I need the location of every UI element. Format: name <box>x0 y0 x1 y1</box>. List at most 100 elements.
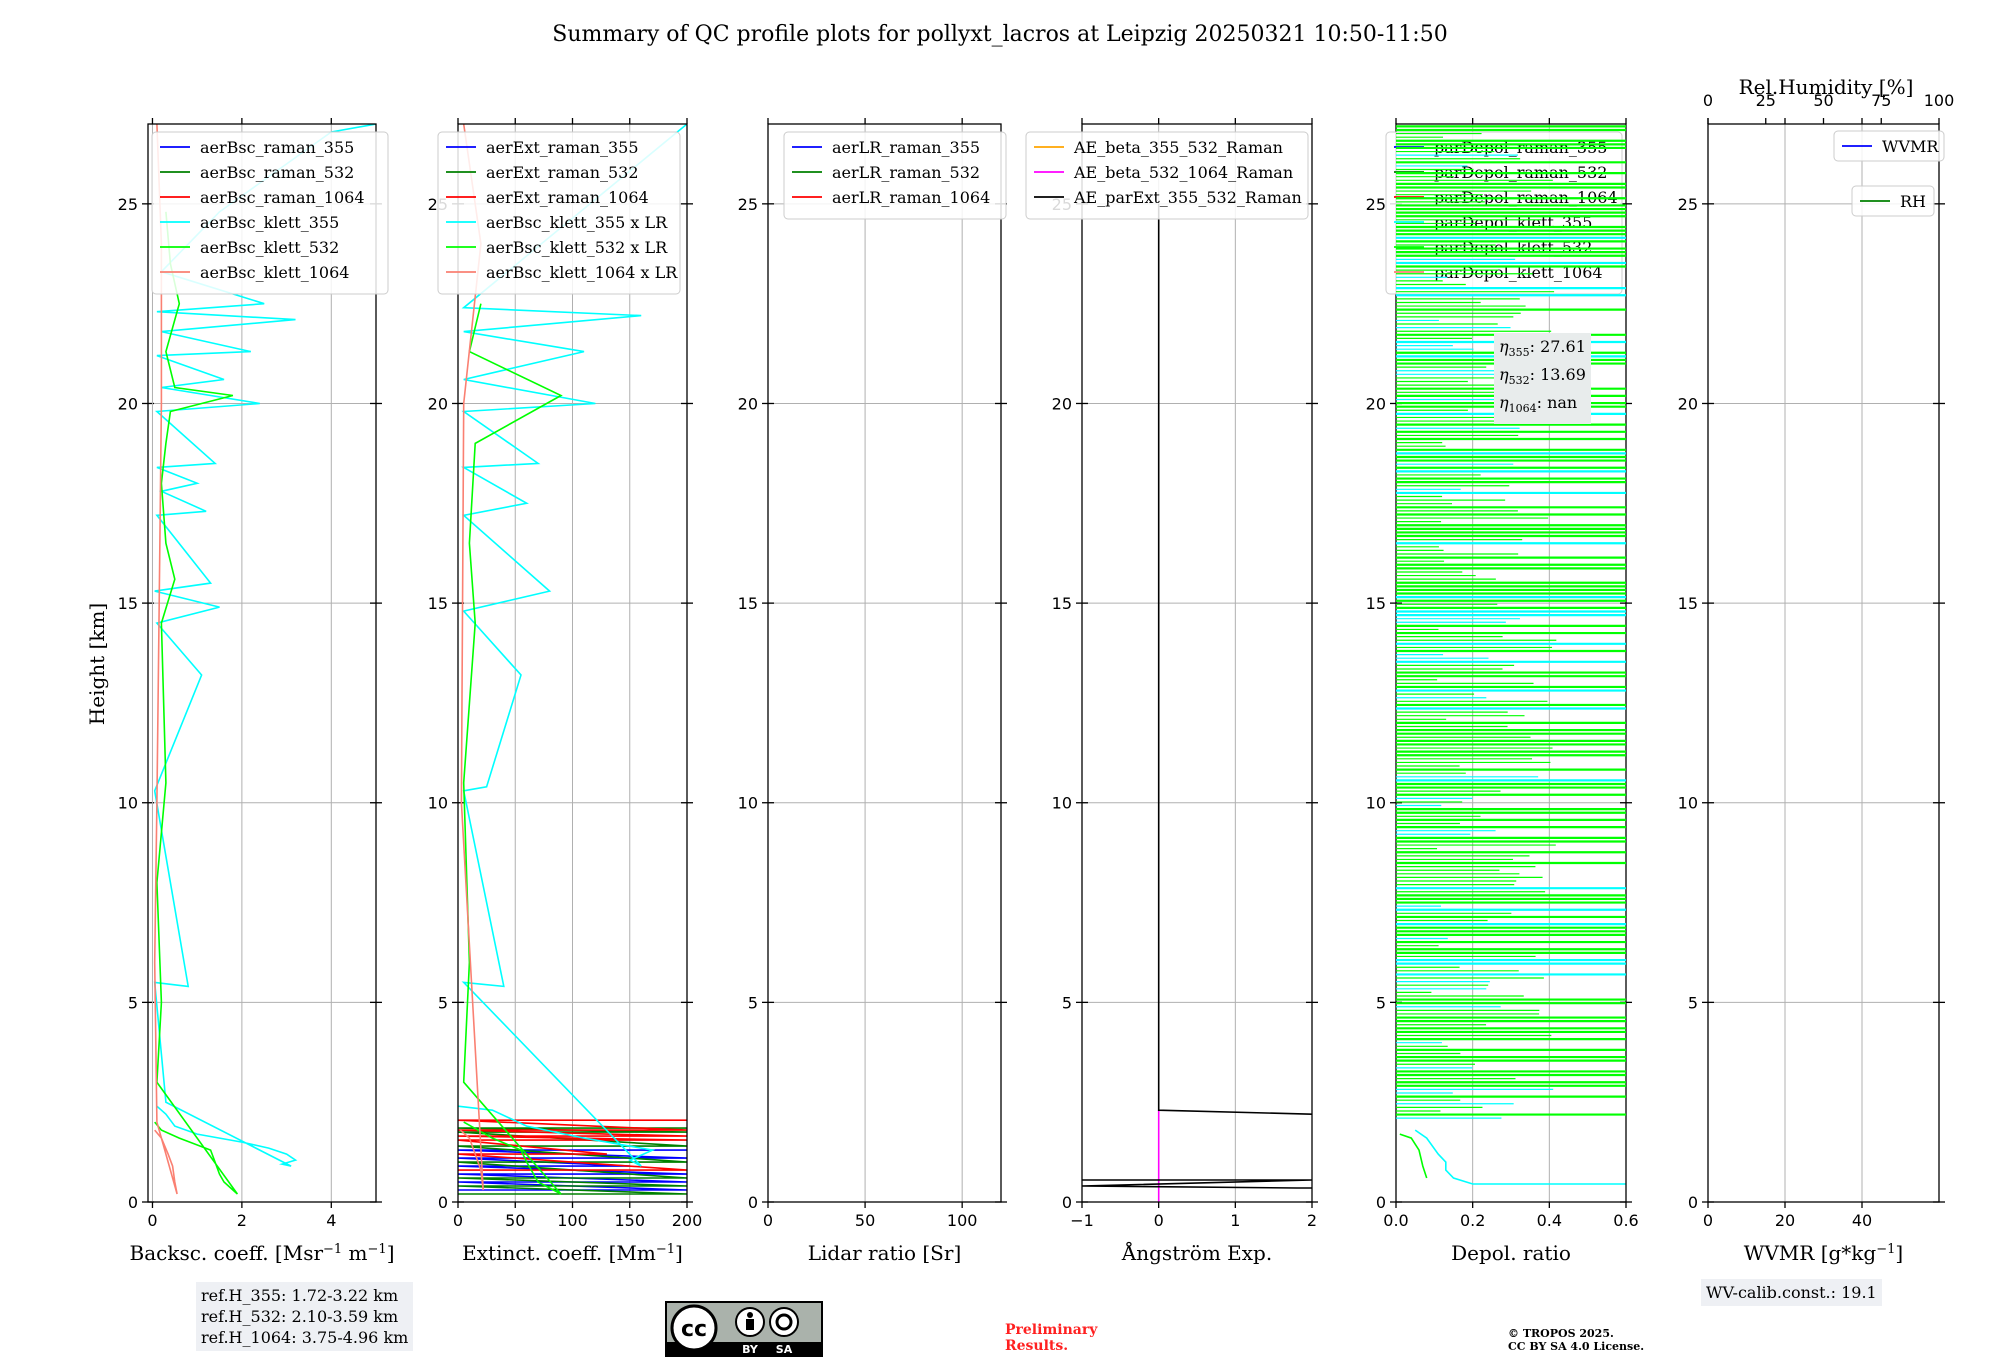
x-axis-label-part: Extinct. coeff. [Mm <box>462 1241 656 1265</box>
axes-frame <box>767 123 1002 1203</box>
x-tick-label: 2 <box>1307 1211 1317 1230</box>
y-tick-label: 10 <box>738 794 758 813</box>
rh-top-tick-label: 50 <box>1813 91 1833 110</box>
y-tick-label: 5 <box>1062 993 1072 1012</box>
legend-box <box>1833 130 1945 162</box>
series-line-aerBsc_klett_1064 <box>153 124 178 1195</box>
x-tick-label: 100 <box>557 1211 588 1230</box>
x-axis-label-part: −1 <box>368 1242 387 1257</box>
rh-axis-title: Rel.Humidity [%] <box>1739 75 1914 99</box>
rh-top-tick-label: 75 <box>1871 91 1891 110</box>
y-tick-label: 20 <box>118 394 138 413</box>
x-tick-label: 0.6 <box>1613 1211 1638 1230</box>
y-tick-label: 15 <box>738 594 758 613</box>
x-tick-label: 2 <box>237 1211 247 1230</box>
legend-label: aerBsc_raman_1064 <box>200 188 365 207</box>
x-tick-label: 0.0 <box>1383 1211 1408 1230</box>
eta-info-box: η355: 27.61 η532: 13.69 η1064: nan <box>1494 333 1591 424</box>
x-tick-label: 0 <box>1154 1211 1164 1230</box>
y-tick-label: 5 <box>1688 993 1698 1012</box>
x-axis-label: Depol. ratio <box>1451 1241 1571 1265</box>
y-tick-label: 25 <box>118 195 138 214</box>
legend-label: aerLR_raman_355 <box>832 138 980 157</box>
cc-by-label: BY <box>742 1343 759 1356</box>
x-tick-label: −1 <box>1070 1211 1094 1230</box>
x-axis-label: Extinct. coeff. [Mm−1] <box>462 1241 683 1265</box>
y-tick-label: 20 <box>1366 394 1386 413</box>
x-axis-label: Ångström Exp. <box>1121 1240 1272 1265</box>
refh-355: ref.H_355: 1.72-3.22 km <box>201 1286 399 1305</box>
legend-label: AE_parExt_355_532_Raman <box>1073 188 1302 207</box>
legend-label: aerExt_raman_355 <box>486 138 639 157</box>
y-tick-label: 25 <box>1366 195 1386 214</box>
y-tick-label: 15 <box>1366 594 1386 613</box>
x-tick-label: 50 <box>505 1211 525 1230</box>
reference-height-box: ref.H_355: 1.72-3.22 km ref.H_532: 2.10-… <box>196 1282 414 1351</box>
refh-532: ref.H_532: 2.10-3.59 km <box>201 1307 399 1326</box>
x-axis-label: Backsc. coeff. [Msr−1 m−1] <box>130 1241 395 1265</box>
x-tick-label: 0.2 <box>1460 1211 1485 1230</box>
series-line-parDepol_klett_355 <box>1414 1129 1626 1185</box>
y-tick-label: 10 <box>428 794 448 813</box>
x-axis-label-part: −1 <box>323 1242 342 1257</box>
copyright-text-1: © TROPOS 2025. <box>1508 1327 1614 1340</box>
x-tick-label: 40 <box>1852 1211 1872 1230</box>
figure-title: Summary of QC profile plots for pollyxt_… <box>552 22 1448 47</box>
y-tick-label: 0 <box>1062 1193 1072 1212</box>
x-axis-label-part: m <box>342 1241 367 1265</box>
series-group <box>458 124 687 1195</box>
axes-frame <box>147 123 377 1203</box>
legend-label: parDepol_klett_1064 <box>1434 263 1603 282</box>
legend-box <box>1025 131 1309 220</box>
axes-frame <box>457 123 688 1203</box>
cc-license-badge: cc BY SA <box>665 1301 823 1357</box>
preliminary-text-1: Preliminary <box>1005 1322 1098 1338</box>
axes-frame <box>1707 123 1940 1203</box>
legend-label: aerLR_raman_532 <box>832 163 980 182</box>
x-axis-label-part: −1 <box>1876 1242 1895 1257</box>
x-tick-label: 100 <box>947 1211 978 1230</box>
y-tick-label: 5 <box>748 993 758 1012</box>
y-tick-label: 15 <box>428 594 448 613</box>
x-axis-label-part: ] <box>675 1241 683 1265</box>
x-tick-label: 4 <box>326 1211 336 1230</box>
y-tick-label: 10 <box>1366 794 1386 813</box>
eta-355-line: η355: 27.61 <box>1499 337 1586 360</box>
y-tick-label: 5 <box>1376 993 1386 1012</box>
legend-label: aerBsc_klett_1064 <box>200 263 349 282</box>
x-axis-label: WVMR [g*kg−1] <box>1744 1241 1903 1265</box>
y-tick-label: 0 <box>1376 1193 1386 1212</box>
y-tick-label: 20 <box>1052 394 1072 413</box>
legend-label: aerExt_raman_1064 <box>486 188 649 207</box>
y-tick-label: 25 <box>738 195 758 214</box>
legend-label: aerBsc_raman_355 <box>200 138 354 157</box>
copyright-text-2: CC BY SA 4.0 License. <box>1508 1340 1644 1353</box>
x-tick-label: 20 <box>1775 1211 1795 1230</box>
x-axis-label-part: Depol. ratio <box>1451 1241 1571 1265</box>
eta-532-line: η532: 13.69 <box>1499 365 1586 388</box>
series-group <box>1082 203 1312 1202</box>
x-tick-label: 0 <box>763 1211 773 1230</box>
y-tick-label: 15 <box>118 594 138 613</box>
x-tick-label: 50 <box>855 1211 875 1230</box>
y-tick-label: 0 <box>438 1193 448 1212</box>
legend-label: AE_beta_355_532_Raman <box>1073 138 1283 157</box>
y-tick-label: 25 <box>1678 195 1698 214</box>
panel-lidar_ratio: 0 5 10 15 20 25 0 50 100 Lidar ratio [Sr] aerLR_ra… <box>738 118 1007 1265</box>
y-tick-label: 5 <box>128 993 138 1012</box>
rh-top-tick-label: 25 <box>1756 91 1776 110</box>
legend-label: aerExt_raman_532 <box>486 163 639 182</box>
y-tick-label: 20 <box>738 394 758 413</box>
cc-badge-text: cc <box>681 1317 707 1342</box>
y-tick-label: 15 <box>1052 594 1072 613</box>
legend-box <box>783 131 1007 220</box>
legend-label: AE_beta_532_1064_Raman <box>1073 163 1293 182</box>
legend-label: aerBsc_klett_532 x LR <box>486 238 668 257</box>
y-tick-label: 0 <box>128 1193 138 1212</box>
series-line-aerBsc_klett_355 x LR <box>458 124 687 1167</box>
x-axis-label-part: Backsc. coeff. [Msr <box>130 1241 324 1265</box>
